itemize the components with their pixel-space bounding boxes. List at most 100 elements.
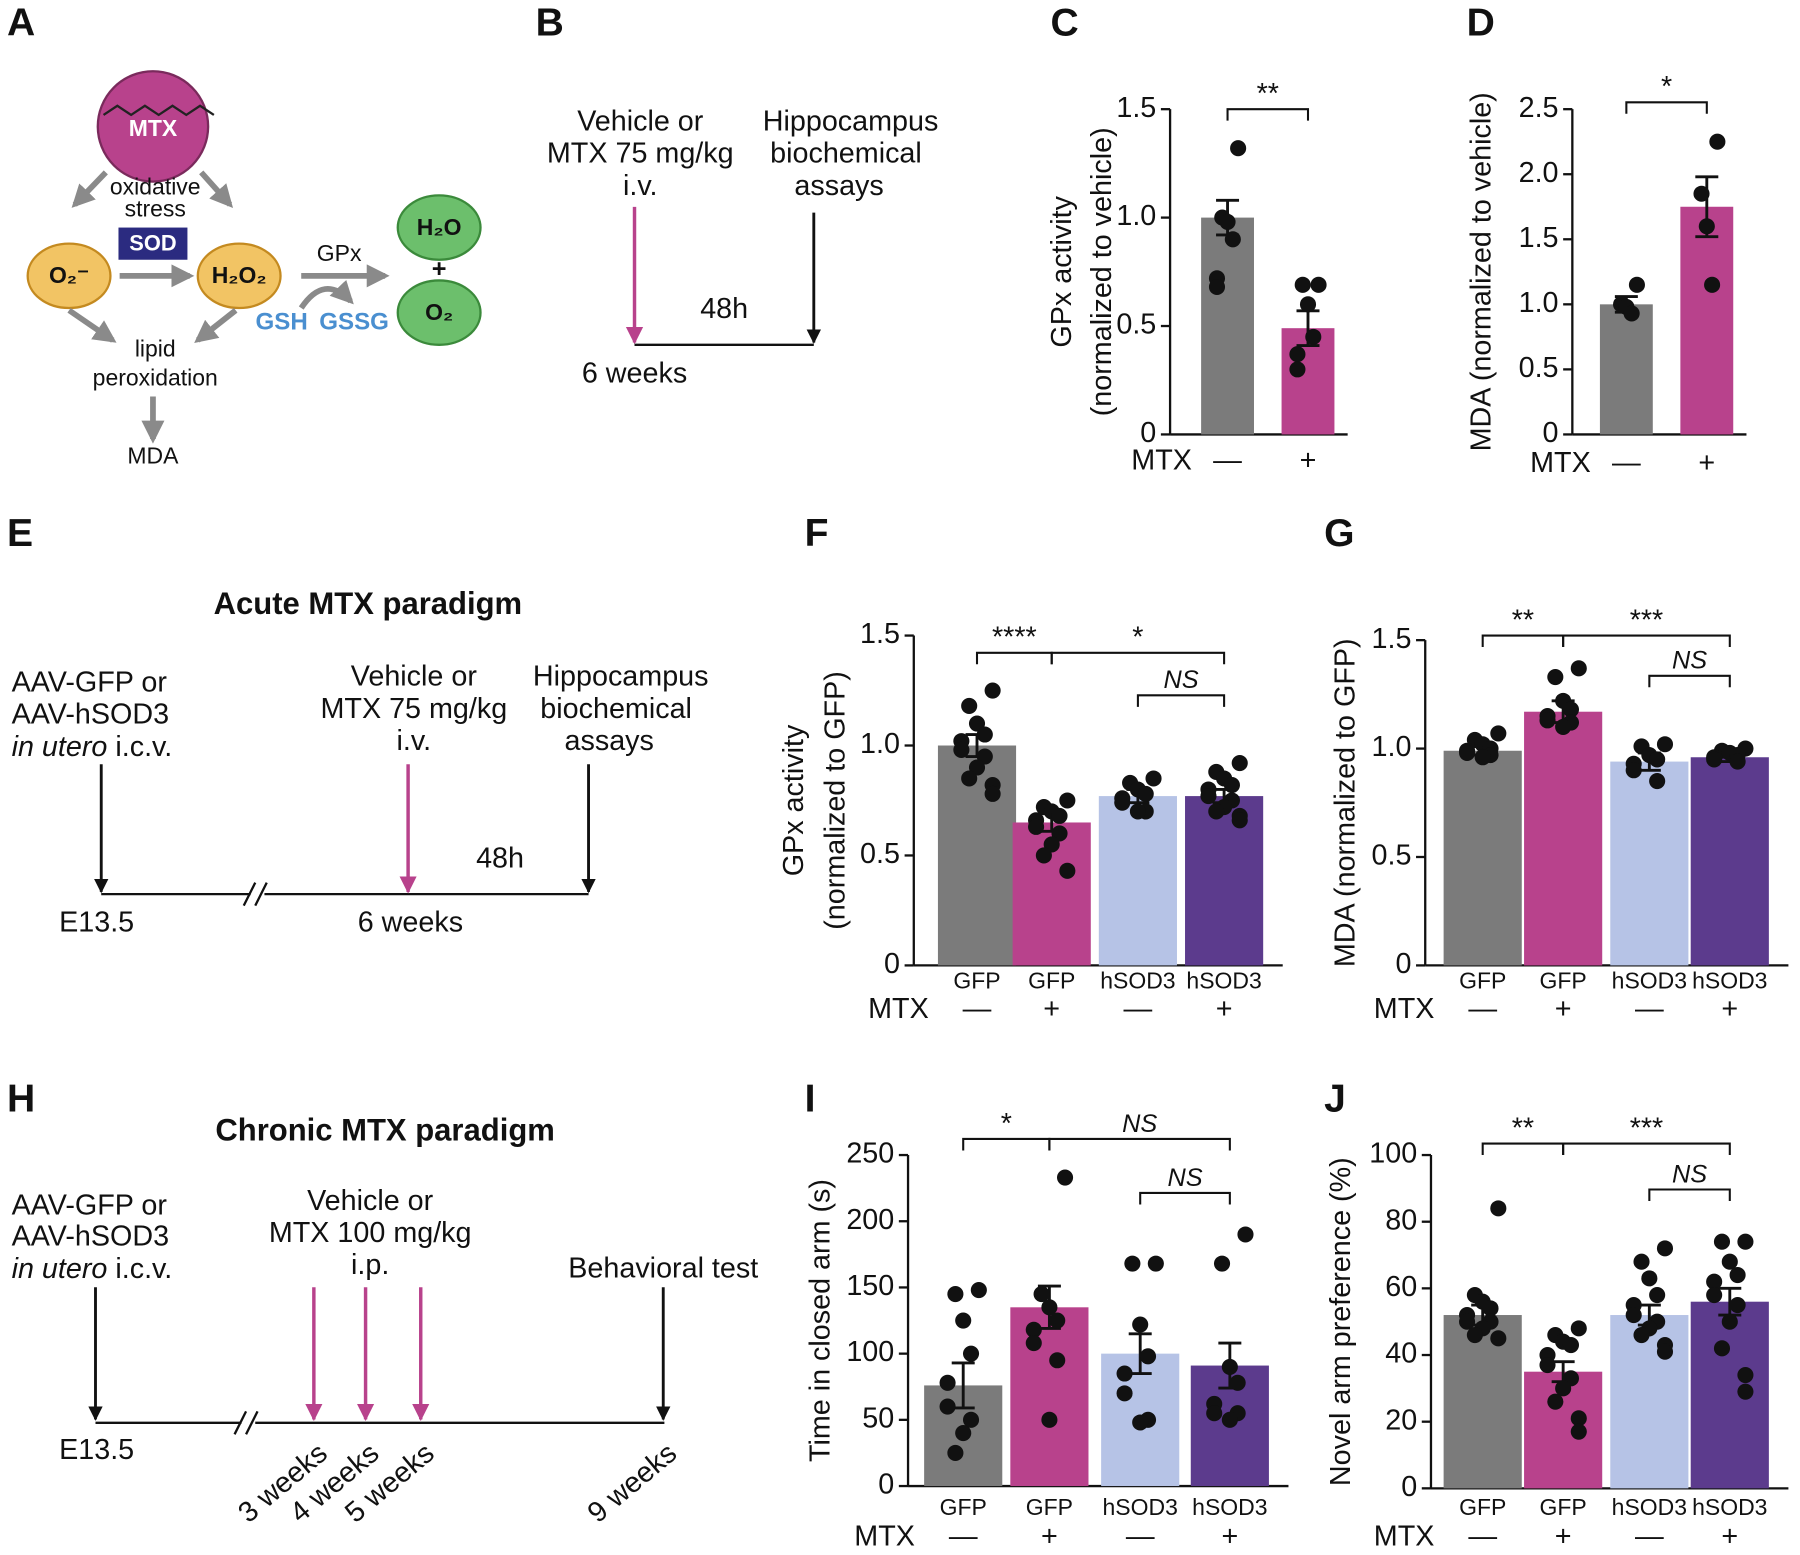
y-tick-label: 0 <box>1140 417 1156 449</box>
x-tick-label: hSOD3 <box>1692 968 1767 994</box>
label: Hippocampus <box>763 106 939 138</box>
x-axis-label: MTX <box>1131 445 1192 477</box>
x-axis-label: MTX <box>868 993 929 1025</box>
label: in utero i.c.v. <box>12 1253 173 1285</box>
bar <box>1680 206 1734 435</box>
x-tick-label: GFP <box>953 968 1000 994</box>
data-point <box>953 741 970 758</box>
y-tick-label: 0.5 <box>1519 352 1559 384</box>
y-tick-label: 1.0 <box>1519 287 1559 319</box>
x-tick-label: hSOD3 <box>1186 968 1261 994</box>
y-tick-label: 0.5 <box>860 838 900 870</box>
x-tick-label: hSOD3 <box>1192 1494 1267 1520</box>
node-label: O₂ <box>425 299 453 325</box>
significance-label: *** <box>1630 604 1664 636</box>
data-point <box>1466 1326 1483 1344</box>
label-part: i.c.v. <box>107 731 172 763</box>
x-tick-label: — <box>1213 445 1242 477</box>
mtx-label: + <box>1555 1520 1572 1552</box>
data-point <box>1656 1343 1674 1360</box>
label: peroxidation <box>93 364 218 390</box>
label: Vehicle or <box>307 1185 434 1217</box>
data-point <box>1649 751 1666 768</box>
data-point <box>1231 812 1248 829</box>
data-point <box>1224 231 1241 248</box>
bar <box>1443 1315 1522 1489</box>
data-point <box>1294 276 1311 293</box>
data-point <box>1649 1286 1666 1304</box>
y-tick-label: 0 <box>878 1469 894 1501</box>
mtx-label: — <box>1635 1520 1664 1552</box>
axis-break <box>245 1410 259 1435</box>
data-point <box>1539 712 1556 729</box>
arrow <box>298 279 354 310</box>
node-label: H₂O₂ <box>212 262 267 288</box>
panel-letter: H <box>7 1077 35 1120</box>
y-tick-label: 40 <box>1385 1338 1417 1370</box>
panel-letter: B <box>536 2 564 45</box>
data-point <box>1056 1169 1074 1186</box>
label: AAV-hSOD3 <box>12 1220 170 1252</box>
y-tick-label: 0 <box>884 948 900 980</box>
data-point <box>1555 718 1572 735</box>
data-point <box>976 726 993 743</box>
y-tick-label: 1.5 <box>1116 92 1156 124</box>
data-point <box>962 1411 980 1428</box>
label: in utero i.c.v. <box>12 731 173 763</box>
data-point <box>1570 1320 1587 1337</box>
data-point <box>962 1345 980 1362</box>
y-axis-label: (normalized to vehicle) <box>1086 127 1118 416</box>
y-axis-label: (normalized to GFP) <box>819 671 851 930</box>
data-point <box>1116 1365 1133 1382</box>
significance-label: NS <box>1167 1164 1202 1192</box>
molecule-structure <box>102 104 215 117</box>
mtx-molecule <box>96 70 210 183</box>
data-point <box>1706 751 1723 768</box>
x-tick-label: — <box>1612 447 1641 479</box>
data-point <box>939 1374 956 1391</box>
arrow <box>199 170 234 209</box>
significance-label: NS <box>1163 666 1198 694</box>
significance-bracket <box>1226 108 1310 121</box>
bar-chart: I Time in closed arm (s) 0 50 100 150 200 250 GF… <box>804 1077 1289 1552</box>
y-axis-label: Novel arm preference (%) <box>1325 1157 1357 1486</box>
significance-label: NS <box>1672 1160 1707 1188</box>
significance-label: * <box>1132 622 1143 654</box>
data-point <box>1633 1253 1650 1270</box>
bar <box>1443 750 1522 966</box>
data-point <box>1299 296 1317 313</box>
data-point <box>1721 1313 1738 1330</box>
x-axis-label: MTX <box>1530 447 1591 479</box>
mtx-label: — <box>1124 993 1153 1025</box>
mtx-label: — <box>1126 1520 1155 1552</box>
y-axis-label: GPx activity <box>1046 195 1078 347</box>
data-point <box>1490 1200 1507 1217</box>
label: Hippocampus <box>533 661 709 693</box>
label: assays <box>565 725 654 757</box>
x-tick-label: hSOD3 <box>1612 968 1687 994</box>
x-tick-label: hSOD3 <box>1103 1494 1178 1520</box>
data-point <box>1028 818 1045 835</box>
data-point <box>1305 328 1322 345</box>
data-point <box>1706 1273 1723 1290</box>
label: oxidative <box>110 174 201 200</box>
significance-bracket <box>1648 1188 1731 1202</box>
mtx-label: + <box>1721 993 1738 1025</box>
bar <box>937 745 1017 966</box>
label-italic: in utero <box>12 731 108 763</box>
x-tick-label: GFP <box>1459 1494 1506 1520</box>
y-tick-label: 0 <box>1401 1471 1417 1503</box>
data-point <box>947 1444 964 1461</box>
y-tick-label: 100 <box>1369 1138 1417 1170</box>
data-point <box>1114 794 1131 811</box>
data-point <box>1737 1366 1754 1384</box>
y-tick-label: 0 <box>1395 948 1411 980</box>
water-node <box>396 194 482 261</box>
label: AAV-GFP or <box>12 1189 168 1221</box>
panel-letter: F <box>805 512 829 555</box>
y-axis-label: GPx activity <box>778 724 810 876</box>
x-tick-label: GFP <box>1026 1494 1073 1520</box>
y-tick-label: 200 <box>846 1204 894 1236</box>
y-axis-label: MDA (normalized to GFP) <box>1330 638 1362 967</box>
x-tick-label: + <box>1698 447 1715 479</box>
